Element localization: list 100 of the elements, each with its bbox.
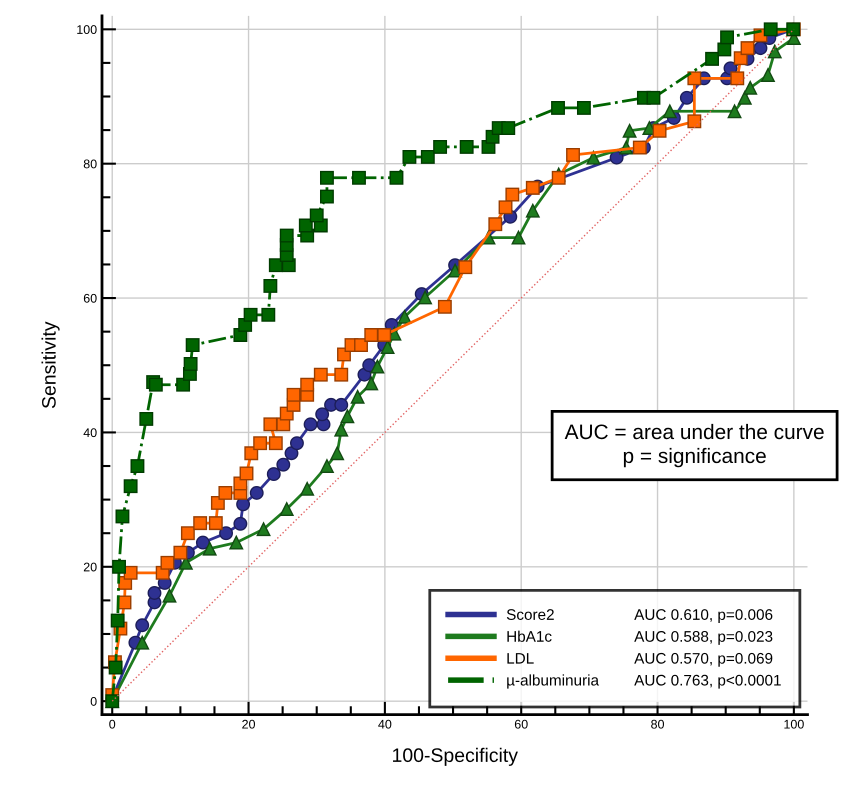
x-tick-label: 80 <box>651 720 664 729</box>
point <box>526 180 540 195</box>
point <box>334 422 348 437</box>
point <box>730 71 744 86</box>
point <box>233 516 248 531</box>
point <box>460 140 474 154</box>
point <box>402 150 416 164</box>
annotation: AUC = area under the curve p = significance <box>564 424 824 468</box>
annotation: AUC 0.570, p=0.069 <box>634 652 772 667</box>
legend-label: Score2 <box>506 609 554 620</box>
x-tick-label: 20 <box>242 720 256 729</box>
point <box>280 228 294 243</box>
point <box>320 170 334 185</box>
point <box>110 614 125 628</box>
point <box>208 516 223 530</box>
x-tick-label: 40 <box>378 720 392 729</box>
point <box>280 502 294 516</box>
point <box>108 660 123 675</box>
point <box>276 458 290 472</box>
point <box>352 170 366 185</box>
point <box>390 170 404 185</box>
point <box>184 356 198 371</box>
point <box>268 258 283 272</box>
point <box>244 308 258 322</box>
point <box>320 459 334 473</box>
point <box>229 536 244 550</box>
point <box>448 264 462 278</box>
point <box>610 150 624 165</box>
point <box>116 509 130 524</box>
point <box>298 218 313 232</box>
point <box>680 90 694 105</box>
point <box>135 618 150 632</box>
point <box>263 279 278 293</box>
point <box>764 22 778 36</box>
point <box>160 556 174 570</box>
y-tick-label: 40 <box>84 428 97 438</box>
point <box>320 190 334 204</box>
point <box>380 340 395 354</box>
point <box>632 140 647 155</box>
legend-label: µ-albuminuria <box>507 674 600 689</box>
point <box>286 388 300 402</box>
point <box>526 204 540 218</box>
point <box>743 80 758 95</box>
point <box>501 121 516 136</box>
point <box>512 230 526 245</box>
point <box>240 466 254 480</box>
point <box>256 522 270 536</box>
point <box>173 546 188 560</box>
point <box>219 526 234 540</box>
point <box>218 486 232 500</box>
point <box>310 208 324 222</box>
point <box>418 290 432 304</box>
point <box>284 446 298 460</box>
point <box>162 588 176 603</box>
point <box>505 188 520 202</box>
y-tick-label: 60 <box>84 294 97 303</box>
point <box>202 542 217 556</box>
point <box>350 390 365 404</box>
point <box>738 90 752 105</box>
point <box>728 104 742 118</box>
point <box>552 170 566 185</box>
point <box>261 308 276 322</box>
point <box>130 459 144 473</box>
point <box>196 536 210 550</box>
point <box>300 378 314 392</box>
point <box>139 412 154 426</box>
point <box>180 526 195 540</box>
point <box>720 30 734 44</box>
point <box>135 636 150 650</box>
point <box>687 71 702 86</box>
y-tick-label: 0 <box>90 696 97 706</box>
point <box>193 516 208 530</box>
x-axis-title: 100-Specificity <box>393 748 518 766</box>
point <box>687 114 702 128</box>
point <box>148 586 162 600</box>
annotation: AUC 0.588, p=0.023 <box>634 631 772 645</box>
point <box>566 148 580 162</box>
point <box>717 42 732 56</box>
point <box>186 338 200 352</box>
point <box>662 104 677 118</box>
point <box>754 41 768 56</box>
point <box>334 368 348 382</box>
legend-label: HbA1c <box>507 630 552 642</box>
point <box>398 310 412 324</box>
point <box>290 436 304 450</box>
x-tick-label: 60 <box>514 720 528 729</box>
point <box>124 566 138 580</box>
point <box>586 150 600 165</box>
point <box>576 100 591 115</box>
point <box>112 560 126 574</box>
point <box>498 200 512 214</box>
point <box>253 436 268 450</box>
point <box>364 328 378 342</box>
point <box>250 486 264 500</box>
point <box>488 217 502 232</box>
point <box>705 52 720 66</box>
point <box>266 467 281 482</box>
point <box>370 360 384 374</box>
annotation: AUC 0.763, p<0.0001 <box>634 674 781 689</box>
point <box>646 90 660 105</box>
